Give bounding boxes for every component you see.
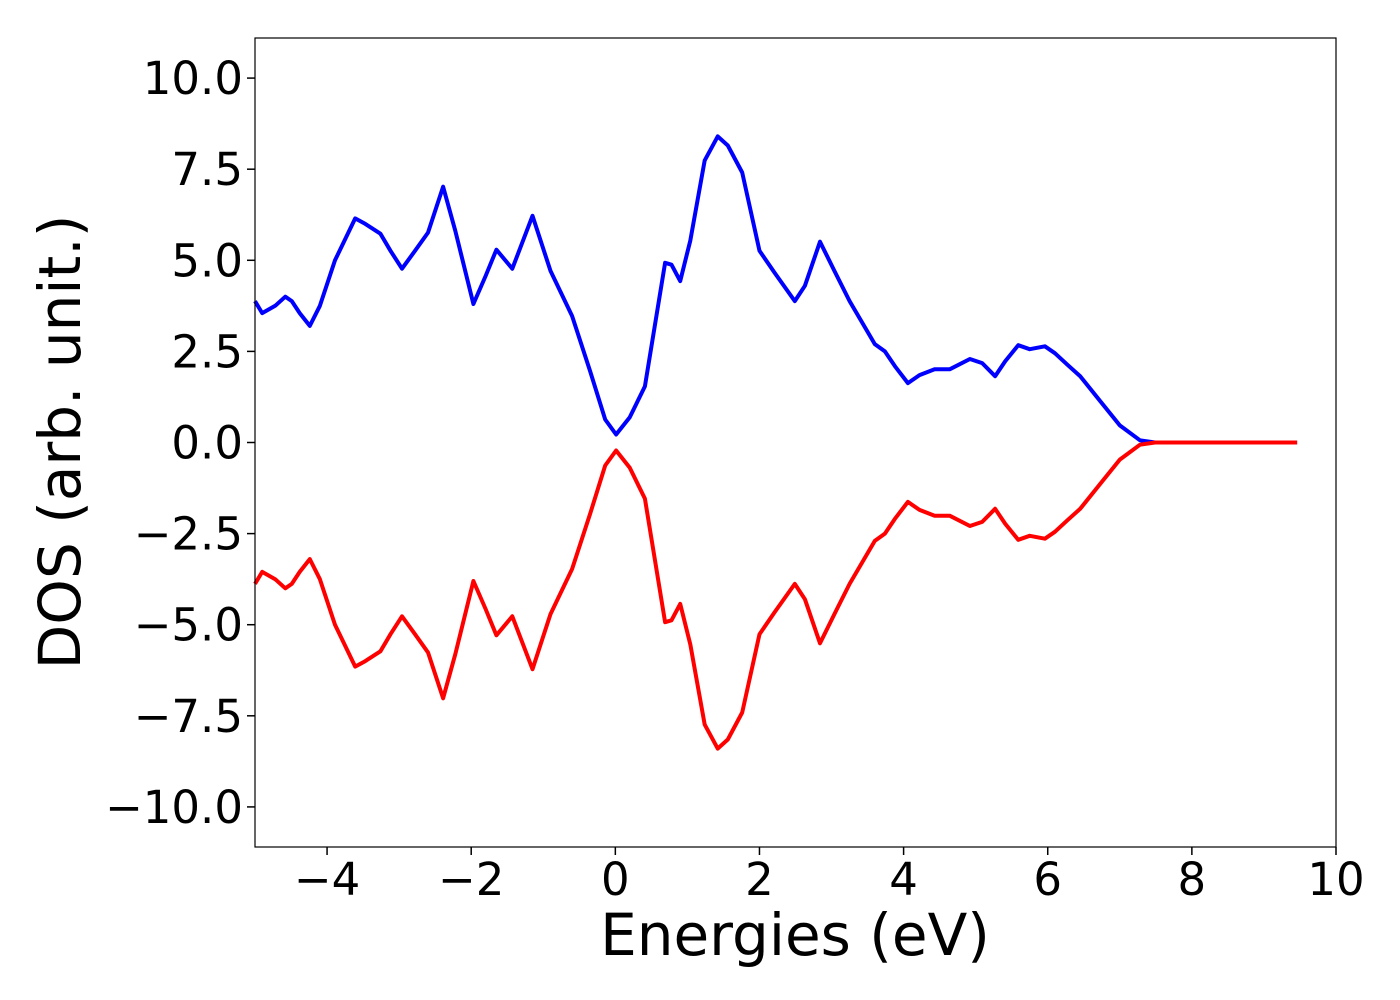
y-axis-label: DOS (arb. unit.) [26,215,94,670]
y-tick-label: 10.0 [143,52,243,105]
y-tick-label: −7.5 [134,690,243,743]
x-tick-label: 10 [1307,853,1364,906]
plot-frame [254,37,1337,848]
x-tick-label: 0 [601,853,630,906]
series-line [253,440,1298,751]
x-axis-label: Energies (eV) [600,901,990,969]
x-tick-label: −4 [294,853,360,906]
y-tick-label: −5.0 [134,599,243,652]
y-tick-label: 2.5 [171,325,243,378]
x-tick-label: 8 [1178,853,1207,906]
y-tick-label: 0.0 [171,417,243,470]
y-tick-label: 5.0 [171,234,243,287]
x-tick-label: 4 [889,853,918,906]
x-tick-label: −2 [438,853,504,906]
x-tick-label: 2 [745,853,774,906]
x-tick-label: 6 [1033,853,1062,906]
y-tick-label: −2.5 [134,508,243,561]
y-tick-label: −10.0 [105,781,243,834]
y-tick-label: 7.5 [171,143,243,196]
series-line [253,134,1298,445]
